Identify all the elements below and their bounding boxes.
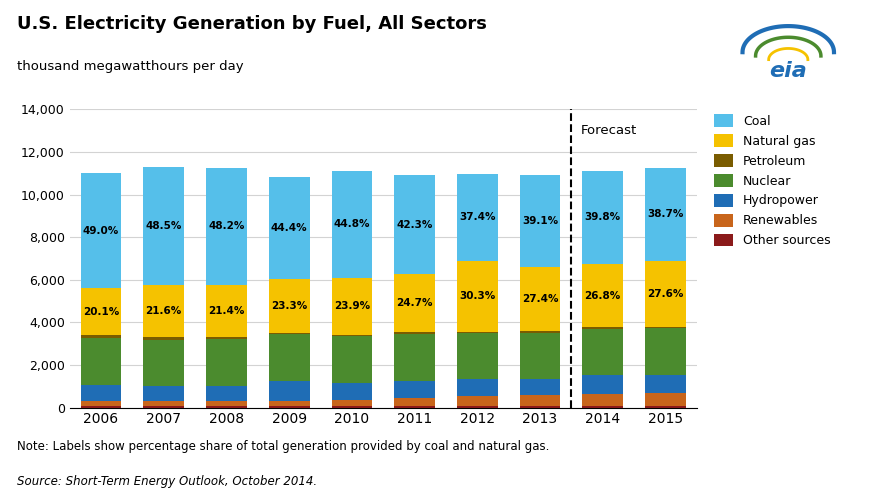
- Bar: [144, 340, 184, 386]
- Bar: [332, 406, 372, 408]
- Bar: [457, 331, 497, 333]
- Bar: [520, 379, 560, 395]
- Bar: [583, 327, 623, 329]
- Bar: [81, 288, 121, 335]
- Bar: [332, 400, 372, 406]
- Bar: [457, 333, 497, 379]
- Text: 48.5%: 48.5%: [145, 221, 182, 231]
- Bar: [206, 406, 246, 408]
- Bar: [144, 167, 184, 285]
- Bar: [269, 334, 309, 381]
- Text: 42.3%: 42.3%: [396, 220, 433, 230]
- Bar: [395, 334, 435, 381]
- Text: thousand megawatthours per day: thousand megawatthours per day: [17, 60, 244, 73]
- Text: 38.7%: 38.7%: [647, 209, 684, 219]
- Text: 44.4%: 44.4%: [271, 223, 307, 233]
- Bar: [269, 401, 309, 406]
- Bar: [520, 333, 560, 379]
- Bar: [81, 335, 121, 337]
- Bar: [520, 406, 560, 408]
- Text: 23.9%: 23.9%: [334, 301, 370, 311]
- Bar: [395, 274, 435, 332]
- Bar: [395, 406, 435, 408]
- Bar: [81, 173, 121, 288]
- Bar: [395, 175, 435, 274]
- Bar: [144, 337, 184, 340]
- Bar: [457, 173, 497, 261]
- Text: 49.0%: 49.0%: [83, 226, 119, 236]
- Bar: [332, 334, 372, 336]
- Bar: [269, 279, 309, 332]
- Bar: [583, 394, 623, 406]
- Text: 20.1%: 20.1%: [83, 307, 119, 317]
- Bar: [583, 406, 623, 408]
- Text: 27.6%: 27.6%: [647, 289, 684, 299]
- Text: U.S. Electricity Generation by Fuel, All Sectors: U.S. Electricity Generation by Fuel, All…: [17, 15, 487, 33]
- Bar: [645, 168, 685, 261]
- Bar: [81, 402, 121, 406]
- Bar: [269, 332, 309, 334]
- Bar: [81, 385, 121, 402]
- Bar: [332, 336, 372, 383]
- Bar: [206, 285, 246, 336]
- Bar: [144, 406, 184, 408]
- Bar: [583, 264, 623, 327]
- Text: 44.8%: 44.8%: [334, 219, 370, 229]
- Text: eia: eia: [769, 61, 807, 81]
- Bar: [395, 398, 435, 406]
- Text: 21.4%: 21.4%: [208, 306, 245, 316]
- Bar: [269, 177, 309, 279]
- Bar: [81, 337, 121, 385]
- Text: 48.2%: 48.2%: [208, 221, 245, 231]
- Bar: [144, 386, 184, 402]
- Bar: [395, 381, 435, 398]
- Bar: [81, 406, 121, 408]
- Bar: [583, 375, 623, 394]
- Bar: [520, 175, 560, 267]
- Bar: [206, 401, 246, 406]
- Text: 37.4%: 37.4%: [459, 212, 496, 222]
- Text: 21.6%: 21.6%: [145, 306, 182, 316]
- Bar: [332, 278, 372, 334]
- Bar: [520, 331, 560, 333]
- Bar: [269, 406, 309, 408]
- Bar: [645, 406, 685, 408]
- Bar: [457, 397, 497, 406]
- Bar: [457, 261, 497, 331]
- Bar: [645, 375, 685, 393]
- Text: Forecast: Forecast: [581, 124, 637, 137]
- Bar: [583, 329, 623, 375]
- Text: 30.3%: 30.3%: [459, 291, 496, 301]
- Bar: [206, 167, 246, 285]
- Bar: [144, 285, 184, 337]
- Bar: [206, 336, 246, 339]
- Bar: [583, 170, 623, 264]
- Text: 27.4%: 27.4%: [522, 294, 558, 304]
- Text: 39.8%: 39.8%: [584, 212, 621, 223]
- Bar: [206, 339, 246, 386]
- Text: 23.3%: 23.3%: [271, 301, 307, 311]
- Bar: [457, 379, 497, 397]
- Bar: [332, 383, 372, 400]
- Bar: [395, 332, 435, 334]
- Bar: [645, 329, 685, 375]
- Bar: [520, 267, 560, 331]
- Text: Source: Short-Term Energy Outlook, October 2014.: Source: Short-Term Energy Outlook, Octob…: [17, 475, 318, 488]
- Bar: [332, 170, 372, 278]
- Legend: Coal, Natural gas, Petroleum, Nuclear, Hydropower, Renewables, Other sources: Coal, Natural gas, Petroleum, Nuclear, H…: [709, 109, 835, 252]
- Text: 39.1%: 39.1%: [522, 216, 558, 226]
- Text: 24.7%: 24.7%: [396, 298, 433, 308]
- Text: 26.8%: 26.8%: [584, 291, 621, 301]
- Bar: [457, 406, 497, 408]
- Bar: [645, 393, 685, 406]
- Bar: [645, 327, 685, 329]
- Bar: [206, 386, 246, 401]
- Bar: [520, 395, 560, 406]
- Bar: [269, 381, 309, 401]
- Bar: [645, 261, 685, 327]
- Bar: [144, 402, 184, 406]
- Text: Note: Labels show percentage share of total generation provided by coal and natu: Note: Labels show percentage share of to…: [17, 440, 550, 453]
